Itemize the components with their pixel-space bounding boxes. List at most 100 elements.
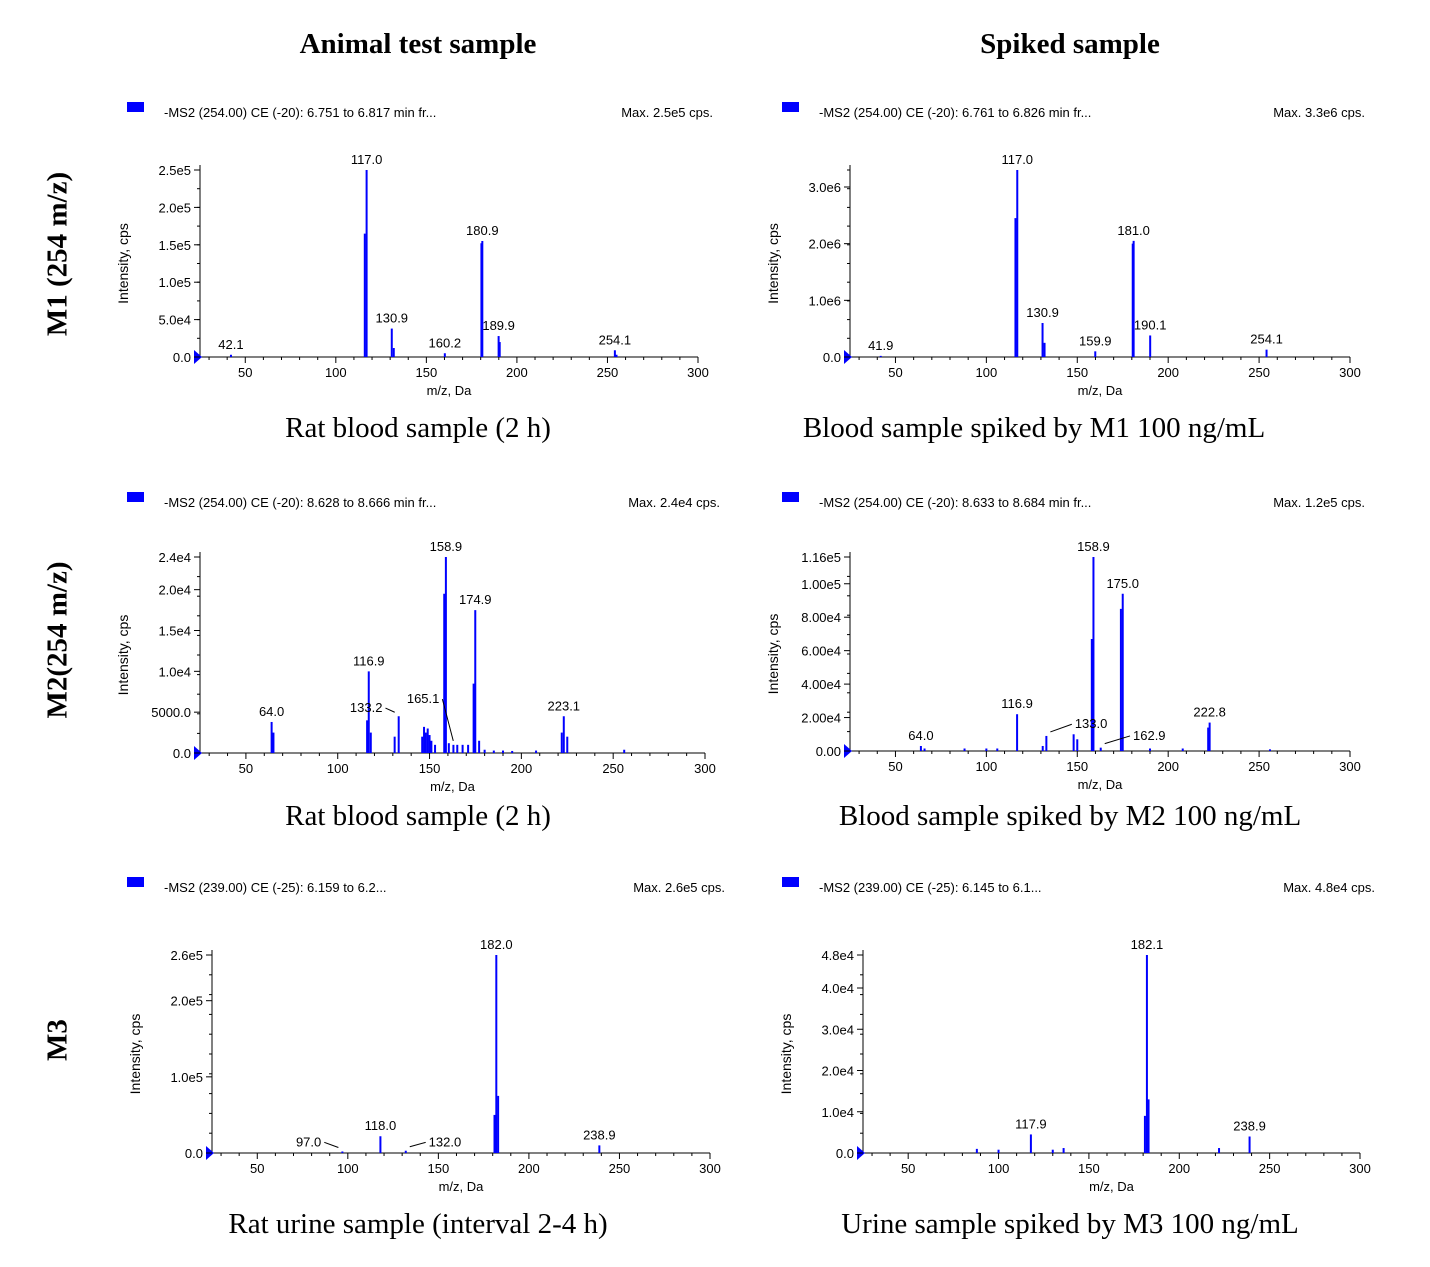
y-axis-label: Intensity, cps — [765, 614, 781, 695]
y-tick-label: 1.0e5 — [158, 275, 191, 290]
y-tick-label: 1.0e4 — [158, 664, 191, 679]
peak-label: 189.9 — [482, 318, 515, 333]
x-tick-label: 300 — [694, 761, 716, 776]
spectrum-svg: -MS2 (254.00) CE (-20): 6.751 to 6.817 m… — [115, 102, 713, 398]
x-tick-label: 50 — [888, 365, 902, 380]
x-tick-label: 250 — [602, 761, 624, 776]
peak-label: 97.0 — [296, 1134, 321, 1149]
spectrum-panel-m3-spiked: -MS2 (239.00) CE (-25): 6.145 to 6.1... M… — [755, 870, 1395, 1210]
peak-label: 116.9 — [353, 653, 385, 668]
y-axis-label: Intensity, cps — [778, 1014, 794, 1095]
y-tick-label: 5.0e4 — [158, 313, 191, 328]
peak-label: 130.9 — [376, 311, 409, 326]
x-tick-label: 100 — [325, 365, 347, 380]
peak-label: 158.9 — [1077, 539, 1110, 554]
spectrum-header: -MS2 (254.00) CE (-20): 8.628 to 8.666 m… — [164, 495, 436, 510]
peak-label: 254.1 — [1250, 332, 1283, 347]
peak-label: 41.9 — [868, 338, 893, 353]
peak-leader-line — [385, 707, 395, 713]
x-tick-label: 300 — [1339, 365, 1361, 380]
x-tick-label: 150 — [1066, 365, 1088, 380]
spectrum-header: -MS2 (239.00) CE (-25): 6.159 to 6.2... — [164, 880, 387, 895]
peak-label: 182.0 — [480, 937, 513, 952]
x-tick-label: 200 — [1168, 1161, 1190, 1176]
y-tick-label: 5000.0 — [151, 705, 191, 720]
y-tick-label: 1.5e4 — [158, 624, 191, 639]
spectrum-svg: -MS2 (254.00) CE (-20): 6.761 to 6.826 m… — [765, 102, 1365, 398]
caption-m1-spiked: Blood sample spiked by M1 100 ng/mL — [802, 412, 1266, 444]
spectrum-panel-m1-spiked: -MS2 (254.00) CE (-20): 6.761 to 6.826 m… — [755, 95, 1375, 405]
x-tick-label: 50 — [250, 1161, 264, 1176]
y-tick-label: 2.0e6 — [808, 237, 841, 252]
peak-label: 42.1 — [218, 337, 243, 352]
caption-m1-animal: Rat blood sample (2 h) — [285, 412, 551, 444]
x-tick-label: 300 — [687, 365, 709, 380]
x-tick-label: 50 — [239, 761, 253, 776]
x-tick-label: 150 — [1078, 1161, 1100, 1176]
peak-label: 180.9 — [466, 223, 499, 238]
y-tick-label: 1.0e5 — [170, 1070, 203, 1085]
x-tick-label: 250 — [609, 1161, 631, 1176]
peak-label: 223.1 — [548, 698, 581, 713]
y-tick-label: 0.0 — [836, 1146, 854, 1161]
peak-leader-line — [409, 1141, 426, 1148]
legend-marker-icon — [127, 877, 144, 887]
y-tick-label: 3.0e6 — [808, 180, 841, 195]
peak-label: 182.1 — [1131, 937, 1164, 952]
x-axis-label: m/z, Da — [1078, 383, 1124, 398]
spectrum-panel-m1-animal: -MS2 (254.00) CE (-20): 6.751 to 6.817 m… — [100, 95, 720, 405]
y-tick-label: 2.0e5 — [158, 200, 191, 215]
peak-label: 238.9 — [583, 1127, 616, 1142]
x-tick-label: 100 — [988, 1161, 1010, 1176]
peak-label: 181.0 — [1117, 223, 1150, 238]
peak-label: 159.9 — [1079, 333, 1112, 348]
y-tick-label: 1.0e4 — [821, 1105, 854, 1120]
x-tick-label: 50 — [888, 759, 902, 774]
x-axis-label: m/z, Da — [439, 1179, 485, 1194]
y-tick-label: 2.0e4 — [821, 1064, 854, 1079]
x-tick-label: 300 — [1339, 759, 1361, 774]
x-tick-label: 200 — [511, 761, 533, 776]
peak-label: 254.1 — [599, 332, 632, 347]
peak-label: 64.0 — [908, 728, 933, 743]
peak-label: 175.0 — [1106, 576, 1139, 591]
legend-marker-icon — [127, 492, 144, 502]
spectrum-panel-m2-animal: -MS2 (254.00) CE (-20): 8.628 to 8.666 m… — [100, 485, 730, 805]
y-tick-label: 0.0 — [185, 1146, 203, 1161]
peak-label: 133.2 — [350, 700, 383, 715]
y-axis-label: Intensity, cps — [765, 223, 781, 304]
y-tick-label: 6.00e4 — [801, 644, 841, 659]
x-tick-label: 250 — [597, 365, 619, 380]
y-axis-label: Intensity, cps — [115, 223, 131, 304]
max-intensity: Max. 2.5e5 cps. — [621, 105, 713, 120]
y-axis-label: Intensity, cps — [127, 1014, 143, 1095]
peak-label: 162.9 — [1133, 728, 1166, 743]
peak-label: 222.8 — [1193, 705, 1226, 720]
peak-label: 160.2 — [429, 335, 462, 350]
x-tick-label: 250 — [1248, 365, 1270, 380]
y-tick-label: 0.0 — [173, 350, 191, 365]
x-tick-label: 50 — [238, 365, 252, 380]
x-tick-label: 200 — [506, 365, 528, 380]
x-tick-label: 100 — [337, 1161, 359, 1176]
y-tick-label: 1.00e5 — [801, 577, 841, 592]
peak-label: 116.9 — [1001, 696, 1033, 711]
y-tick-label: 8.00e4 — [801, 610, 841, 625]
caption-m3-animal: Rat urine sample (interval 2-4 h) — [228, 1208, 608, 1240]
x-tick-label: 100 — [976, 365, 998, 380]
y-tick-label: 4.8e4 — [821, 948, 854, 963]
y-tick-label: 4.00e4 — [801, 677, 841, 692]
peak-label: 117.0 — [1001, 152, 1033, 167]
y-tick-label: 2.0e5 — [170, 994, 203, 1009]
peak-label: 130.9 — [1026, 305, 1059, 320]
spectrum-header: -MS2 (254.00) CE (-20): 6.751 to 6.817 m… — [164, 105, 436, 120]
caption-m3-spiked: Urine sample spiked by M3 100 ng/mL — [841, 1208, 1299, 1240]
x-tick-label: 150 — [428, 1161, 450, 1176]
x-tick-label: 50 — [901, 1161, 915, 1176]
spectrum-svg: -MS2 (239.00) CE (-25): 6.145 to 6.1... M… — [778, 877, 1375, 1194]
y-tick-label: 2.4e4 — [158, 550, 191, 565]
max-intensity: Max. 1.2e5 cps. — [1273, 495, 1365, 510]
peak-label: 165.1 — [407, 691, 440, 706]
spectrum-header: -MS2 (254.00) CE (-20): 6.761 to 6.826 m… — [819, 105, 1091, 120]
peak-label: 132.0 — [429, 1134, 462, 1149]
